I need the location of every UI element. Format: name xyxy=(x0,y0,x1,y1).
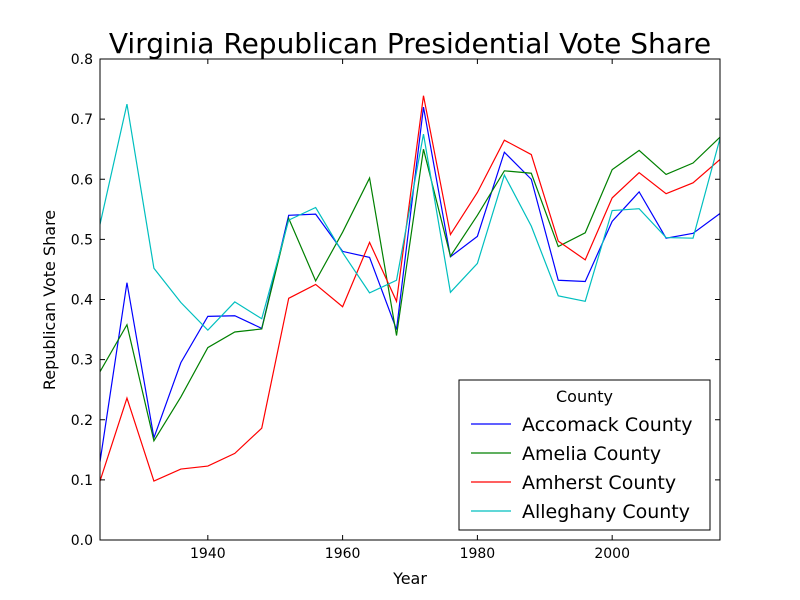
series-line-4 xyxy=(100,103,720,332)
y-tick-label: 0.2 xyxy=(71,413,93,429)
y-tick-label: 0.4 xyxy=(71,293,93,309)
x-tick-label: 1940 xyxy=(190,546,226,562)
legend-label-4: Alleghany County xyxy=(522,501,690,523)
y-tick-label: 0.8 xyxy=(71,52,93,68)
y-tick-label: 0.1 xyxy=(71,473,93,489)
y-tick-label: 0.7 xyxy=(71,112,93,128)
x-axis-label: Year xyxy=(392,569,427,588)
y-tick-label: 0.6 xyxy=(71,172,93,188)
y-tick-label: 0.5 xyxy=(71,232,93,248)
legend-title: County xyxy=(556,387,613,406)
y-tick-label: 0.3 xyxy=(71,353,93,369)
x-tick-label: 1980 xyxy=(460,546,496,562)
legend-box xyxy=(458,379,711,531)
series-line-2 xyxy=(100,136,720,443)
y-axis-label: Republican Vote Share xyxy=(40,210,59,390)
x-tick-label: 1960 xyxy=(325,546,361,562)
y-tick-label: 0.0 xyxy=(71,533,93,549)
x-tick-label: 2000 xyxy=(594,546,630,562)
legend-label-3: Amherst County xyxy=(522,472,676,494)
chart-title: Virginia Republican Presidential Vote Sh… xyxy=(109,27,711,60)
legend-label-1: Accomack County xyxy=(522,414,693,436)
legend-label-2: Amelia County xyxy=(522,443,661,465)
series-line-3 xyxy=(100,95,720,482)
plot-area: 0.0 0.1 0.2 0.3 0.4 0.5 0.6 0.7 0.8 1940 1960 1980 2… xyxy=(71,52,721,562)
legend: County Accomack County Amelia County Amhers… xyxy=(458,379,711,531)
series-line-1 xyxy=(100,106,720,462)
